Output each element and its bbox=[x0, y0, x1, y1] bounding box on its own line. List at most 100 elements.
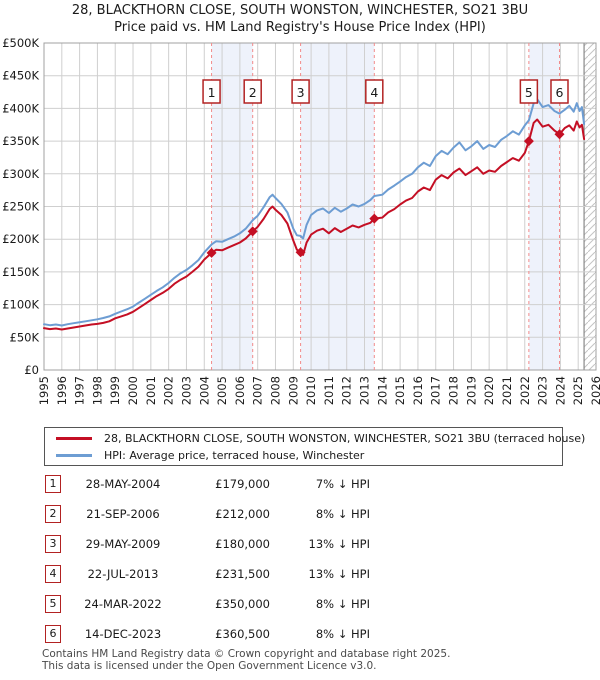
y-tick-label: £50K bbox=[10, 330, 40, 344]
sale-marker-dot bbox=[247, 226, 258, 237]
x-tick-label: 2009 bbox=[286, 376, 300, 405]
y-tick-label: £300K bbox=[2, 167, 39, 181]
x-tick-label: 2006 bbox=[233, 376, 247, 405]
y-tick-label: £400K bbox=[2, 101, 39, 115]
sale-number-label: 5 bbox=[525, 85, 533, 100]
legend-row-price-paid: 28, BLACKTHORN CLOSE, SOUTH WONSTON, WIN… bbox=[56, 431, 585, 445]
y-tick-label: £0 bbox=[24, 363, 39, 377]
x-tick-label: 2010 bbox=[304, 376, 318, 405]
y-tick-label: £200K bbox=[2, 232, 39, 246]
x-tick-label: 2018 bbox=[447, 376, 461, 405]
x-tick-label: 2011 bbox=[322, 376, 336, 405]
x-tick-label: 2003 bbox=[179, 376, 193, 405]
x-axis-labels: 1995 1996 1997 1998 1999 2000 2001 2002 2003 2004… bbox=[37, 376, 600, 405]
transaction-row: 5 24-MAR-2022 £350,000 8% ↓ HPI bbox=[0, 592, 600, 622]
x-tick-label: 2001 bbox=[144, 376, 158, 405]
x-tick-label: 2022 bbox=[518, 376, 532, 405]
y-tick-label: £150K bbox=[2, 265, 39, 279]
footer-line-2: This data is licensed under the Open Gov… bbox=[42, 659, 377, 672]
transaction-price: £350,000 bbox=[215, 597, 270, 611]
transaction-date: 22-JUL-2013 bbox=[87, 567, 159, 581]
x-tick-label: 1996 bbox=[55, 376, 69, 405]
transaction-vs-hpi: 8% ↓ HPI bbox=[315, 507, 370, 521]
x-tick-label: 1998 bbox=[90, 376, 104, 405]
sale-number-label: 4 bbox=[370, 85, 378, 100]
transaction-date: 29-MAY-2009 bbox=[85, 537, 161, 551]
sale-number-label: 3 bbox=[297, 85, 305, 100]
transaction-vs-hpi: 13% ↓ HPI bbox=[308, 567, 370, 581]
transaction-number-badge: 5 bbox=[45, 595, 61, 613]
x-tick-label: 2017 bbox=[429, 376, 443, 405]
transaction-date: 21-SEP-2006 bbox=[86, 507, 160, 521]
license-footer: Contains HM Land Registry data © Crown c… bbox=[42, 648, 451, 672]
x-tick-label: 2007 bbox=[251, 376, 265, 405]
transaction-number-badge: 3 bbox=[45, 535, 61, 553]
transaction-number-badge: 6 bbox=[45, 625, 61, 643]
sale-marker-dot bbox=[369, 213, 380, 224]
x-tick-label: 2016 bbox=[411, 376, 425, 405]
sale-number-label: 2 bbox=[249, 85, 257, 100]
transaction-row: 1 28-MAY-2004 £179,000 7% ↓ HPI bbox=[0, 472, 600, 502]
sale-number-box bbox=[243, 79, 262, 104]
x-tick-label: 1999 bbox=[108, 376, 122, 405]
transaction-vs-hpi: 7% ↓ HPI bbox=[315, 477, 370, 491]
x-tick-label: 2026 bbox=[589, 376, 600, 405]
legend-row-hpi: HPI: Average price, terraced house, Winc… bbox=[56, 448, 562, 462]
sale-number-box bbox=[519, 79, 539, 104]
transaction-row: 6 14-DEC-2023 £360,500 8% ↓ HPI bbox=[0, 622, 600, 652]
x-tick-label: 2025 bbox=[571, 376, 585, 405]
sale-number-box bbox=[202, 79, 221, 104]
transaction-price: £360,500 bbox=[215, 627, 270, 641]
sale-number-label: 6 bbox=[556, 85, 564, 100]
sale-number-label: 1 bbox=[208, 85, 216, 100]
x-tick-label: 1995 bbox=[37, 376, 51, 405]
y-tick-label: £250K bbox=[2, 200, 39, 214]
transaction-row: 2 21-SEP-2006 £212,000 8% ↓ HPI bbox=[0, 502, 600, 532]
hpi-line-swatch bbox=[56, 453, 92, 457]
sale-marker-dot bbox=[523, 136, 534, 147]
x-tick-label: 2019 bbox=[464, 376, 478, 405]
x-tick-label: 2021 bbox=[500, 376, 514, 405]
footer-line-1: Contains HM Land Registry data © Crown c… bbox=[42, 648, 451, 660]
sale-number-box bbox=[291, 79, 310, 104]
x-tick-label: 2015 bbox=[393, 376, 407, 405]
y-tick-label: £100K bbox=[2, 298, 39, 312]
transaction-date: 24-MAR-2022 bbox=[84, 597, 162, 611]
transaction-number-badge: 2 bbox=[45, 505, 61, 523]
transaction-number-badge: 4 bbox=[45, 565, 61, 583]
sale-number-box bbox=[550, 79, 569, 104]
x-tick-label: 1997 bbox=[73, 376, 87, 405]
y-tick-label: £500K bbox=[2, 36, 39, 50]
hpi-line bbox=[43, 98, 586, 327]
transaction-price: £180,000 bbox=[215, 537, 270, 551]
transaction-vs-hpi: 13% ↓ HPI bbox=[308, 537, 370, 551]
sale-marker-dot bbox=[295, 247, 306, 258]
transaction-row: 4 22-JUL-2013 £231,500 13% ↓ HPI bbox=[0, 562, 600, 592]
sale-marker-dot bbox=[554, 129, 565, 140]
x-tick-label: 2020 bbox=[482, 376, 496, 405]
y-tick-label: £350K bbox=[2, 134, 39, 148]
x-tick-label: 2004 bbox=[197, 376, 211, 405]
x-tick-label: 2013 bbox=[358, 376, 372, 405]
price_paid-line bbox=[43, 118, 586, 331]
x-tick-label: 2000 bbox=[126, 376, 140, 405]
transactions-table: 1 28-MAY-2004 £179,000 7% ↓ HPI 2 21-SEP-2006… bbox=[0, 472, 600, 648]
transaction-number-badge: 1 bbox=[45, 475, 61, 493]
x-tick-label: 2005 bbox=[215, 376, 229, 405]
transaction-vs-hpi: 8% ↓ HPI bbox=[315, 627, 370, 641]
plot-border bbox=[43, 42, 597, 371]
chart-title: 28, BLACKTHORN CLOSE, SOUTH WONSTON, WIN… bbox=[71, 3, 529, 18]
transaction-price: £212,000 bbox=[215, 507, 270, 521]
x-tick-label: 2024 bbox=[553, 376, 567, 405]
legend-label-hpi: HPI: Average price, terraced house, Winc… bbox=[104, 448, 365, 462]
transaction-vs-hpi: 8% ↓ HPI bbox=[315, 597, 370, 611]
price-paid-line-swatch bbox=[56, 436, 92, 440]
transaction-price: £179,000 bbox=[215, 477, 270, 491]
y-axis-labels: £0 £50K £100K £150K £200K £250K £300K £350K £400… bbox=[2, 36, 39, 377]
legend-label-price-paid: 28, BLACKTHORN CLOSE, SOUTH WONSTON, WIN… bbox=[104, 431, 586, 445]
transaction-date: 14-DEC-2023 bbox=[84, 627, 162, 641]
x-tick-label: 2002 bbox=[162, 376, 176, 405]
sale-number-box bbox=[365, 79, 384, 104]
price-history-chart: 1 2 3 4 5 6 £0 £50K £100K £150K £200K £250K £300K £35… bbox=[2, 36, 600, 405]
x-tick-label: 2023 bbox=[536, 376, 550, 405]
